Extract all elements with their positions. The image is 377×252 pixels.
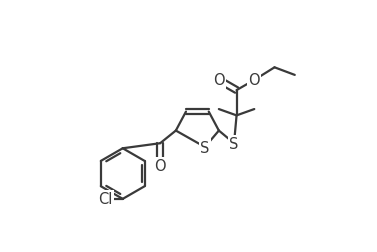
Text: S: S: [229, 136, 239, 151]
Text: O: O: [154, 159, 166, 174]
Text: O: O: [248, 73, 260, 88]
Text: Cl: Cl: [98, 192, 113, 207]
Text: S: S: [200, 140, 210, 155]
Text: O: O: [213, 73, 225, 88]
